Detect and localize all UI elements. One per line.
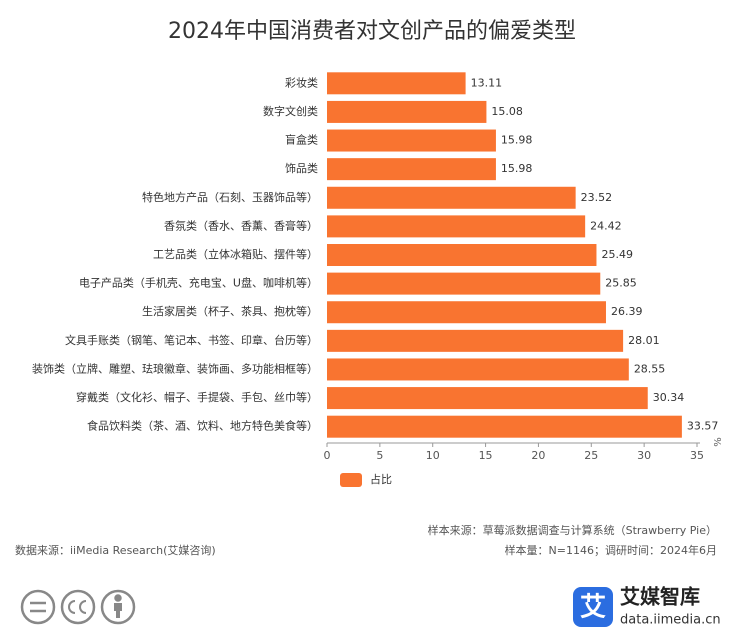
y-tick-label: 数字文创类 bbox=[263, 104, 318, 118]
bar bbox=[327, 301, 606, 324]
x-tick-label: 0 bbox=[324, 449, 331, 462]
data-label: 24.42 bbox=[590, 219, 622, 232]
logo-mark: 艾 bbox=[580, 593, 606, 623]
x-tick-label: 15 bbox=[479, 449, 493, 462]
legend-swatch bbox=[340, 473, 362, 487]
bar bbox=[327, 272, 601, 295]
bar bbox=[327, 100, 487, 123]
y-tick-label: 电子产品类（手机壳、充电宝、U盘、咖啡机等） bbox=[79, 276, 318, 290]
y-tick-label: 香氛类（香水、香薰、香膏等） bbox=[164, 218, 318, 232]
data-label: 15.98 bbox=[501, 162, 532, 175]
chart-title: 2024年中国消费者对文创产品的偏爱类型 bbox=[168, 19, 576, 44]
bar bbox=[327, 186, 576, 209]
bar bbox=[327, 329, 624, 352]
data-label: 30.34 bbox=[653, 391, 685, 404]
y-tick-label: 文具手账类（钢笔、笔记本、书签、印章、台历等） bbox=[65, 333, 318, 347]
y-tick-label: 饰品类 bbox=[285, 161, 318, 175]
data-label: 13.11 bbox=[471, 76, 503, 89]
logo-box bbox=[573, 587, 613, 627]
data-label: 28.01 bbox=[628, 334, 660, 347]
legend-label: 占比 bbox=[370, 472, 392, 486]
x-tick-label: 25 bbox=[584, 449, 598, 462]
data-label: 25.49 bbox=[601, 248, 633, 261]
data-label: 15.98 bbox=[501, 134, 532, 147]
logo-name: 艾媒智库 bbox=[620, 585, 700, 609]
bar bbox=[327, 129, 496, 152]
bar bbox=[327, 415, 682, 438]
bar bbox=[327, 358, 629, 381]
logo-url: data.iimedia.cn bbox=[620, 613, 721, 628]
bar bbox=[327, 215, 586, 238]
y-tick-label: 生活家居类（杯子、茶具、抱枕等） bbox=[142, 304, 318, 318]
x-tick-label: 30 bbox=[637, 449, 651, 462]
y-tick-label: 彩妆类 bbox=[285, 75, 318, 89]
x-tick-label: 20 bbox=[531, 449, 545, 462]
bar bbox=[327, 72, 466, 95]
x-tick-label: 5 bbox=[376, 449, 383, 462]
bar bbox=[327, 158, 496, 181]
data-label: 25.85 bbox=[605, 277, 637, 290]
y-tick-label: 工艺品类（立体冰箱贴、摆件等） bbox=[153, 247, 318, 261]
data-label: 15.08 bbox=[491, 105, 522, 118]
data-label: 28.55 bbox=[634, 362, 666, 375]
data-label: 33.57 bbox=[687, 420, 719, 433]
y-tick-label: 特色地方产品（石刻、玉器饰品等） bbox=[142, 190, 318, 204]
y-tick-label: 穿戴类（文化衫、帽子、手提袋、手包、丝巾等） bbox=[76, 390, 318, 404]
x-tick-label: 35 bbox=[690, 449, 704, 462]
x-axis-label: % bbox=[713, 437, 724, 447]
bar bbox=[327, 244, 597, 266]
data-label: 26.39 bbox=[611, 305, 643, 318]
y-tick-label: 装饰类（立牌、雕塑、珐琅徽章、装饰画、多功能相框等） bbox=[32, 361, 318, 375]
data-label: 23.52 bbox=[581, 191, 613, 204]
license-icons bbox=[20, 589, 136, 625]
sample-source: 样本来源：草莓派数据调查与计算系统（Strawberry Pie） bbox=[428, 523, 717, 537]
data-source: 数据来源：iiMedia Research(艾媒咨询) bbox=[15, 543, 216, 557]
bar bbox=[327, 387, 648, 410]
y-tick-label: 食品饮料类（茶、酒、饮料、地方特色美食等） bbox=[87, 419, 318, 433]
y-tick-label: 盲盒类 bbox=[285, 133, 318, 147]
x-tick-label: 10 bbox=[426, 449, 440, 462]
sample-size: 样本量：N=1146；调研时间：2024年6月 bbox=[505, 543, 717, 557]
